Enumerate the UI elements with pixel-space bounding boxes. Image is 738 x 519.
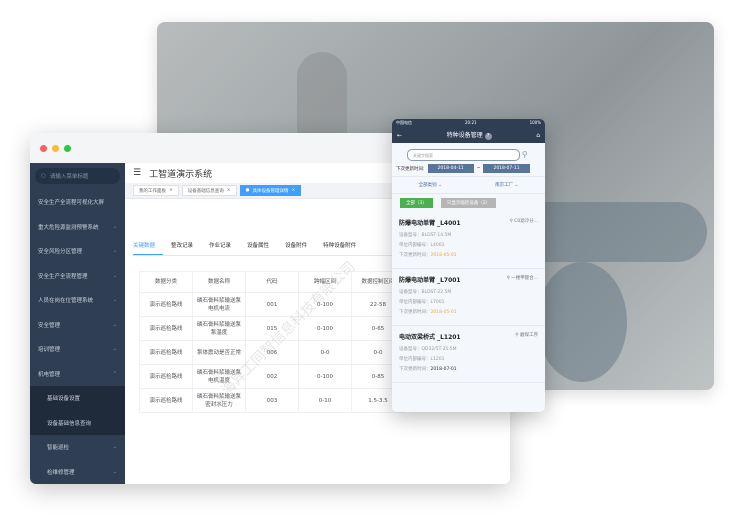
close-icon: × [169,188,173,193]
data-table: 数据分类 数据名称 代码 跨幅区间 数据控制区间 演示巡检路线 磷石膏料浆输送泵电机电流 0… [139,271,405,413]
menu-item[interactable]: 培训管理 ⌄ [38,346,117,354]
chevron-down-icon: ⌄ [112,321,117,328]
tab-work-records[interactable]: 作业记录 [209,243,232,249]
chevron-down-icon: ⌄ [112,223,117,230]
expiring-button[interactable]: 只显示临检设备（2） [440,198,497,208]
table-row: 演示巡检路线 磷石膏料浆输送泵电机温度 002 0-100 0-85 [139,364,405,389]
chevron-down-icon: ⌄ [112,346,117,353]
hamburger-icon[interactable]: ☰ [133,168,142,178]
search-icon: ○ [41,173,46,179]
chevron-up-icon: ⌃ [112,370,117,377]
table-row: 演示巡检路线 磷石膏料浆输送泵泵温度 015 0-100 0-65 [139,316,405,341]
chevron-down-icon: ⌄ [112,248,117,255]
mobile-navbar: ← 特种设备管理 ? ⌂ [392,127,545,143]
help-icon[interactable]: ? [484,133,492,140]
app-title: 工智道演示系统 [149,169,213,180]
location-icon: ⚲ [515,333,519,338]
menu-search-input[interactable]: ○ 请输入菜单标题 [35,168,120,184]
close-icon: × [226,188,231,193]
menu-item[interactable]: 人员在岗在位管理系统 ⌄ [38,297,117,305]
table-row: 演示巡检路线 磷石膏料浆输送泵密封水压力 003 0-10 1.5-3.5 [139,388,405,413]
date-from[interactable]: 2018-04-11 [427,164,474,173]
all-button[interactable]: 全部（3） [400,198,433,208]
tab-rectification[interactable]: 整改记录 [171,243,194,249]
menu-item[interactable]: 安全生产全流程管理 ⌄ [38,272,117,280]
mobile-search-input[interactable]: 关键字搜索 [407,149,520,161]
tab-attachments[interactable]: 设备附件 [285,243,308,249]
mobile-screen: 中国电信 20:21 100% ← 特种设备管理 ? ⌂ 关键字搜索 ⚲ 下次更新时… [392,119,545,412]
mobile-title: 特种设备管理 [446,132,483,139]
page-tab[interactable]: 我的工作面板 × [133,185,179,196]
equipment-card[interactable]: 防爆电动单臂 _L7001 ⚲ 一楼甲醛合... 设备型号：BLDST-22.5M… [392,269,545,326]
submenu-item[interactable]: 检维修管理 ⌄ [47,468,117,476]
location-icon: ⚲ [506,276,510,281]
close-icon: × [291,188,296,193]
minimize-dot[interactable] [52,144,59,152]
status-bar: 中国电信 20:21 100% [392,119,545,127]
menu-item[interactable]: 安全管理 ⌄ [38,321,117,329]
menu-item[interactable]: 机电管理 ⌃ [38,370,117,378]
chevron-down-icon: ⌄ [112,444,117,451]
equipment-card[interactable]: 防爆电动单臂 _L4001 ⚲ C0滤冷分... 设备型号：BLDST-14.5M… [392,212,545,269]
page-tab-active[interactable]: ● 具体设备管理详情 × [239,185,302,196]
chevron-down-icon: ⌄ [112,468,117,475]
tab-key-data[interactable]: 关键数据 [133,241,164,255]
back-arrow-icon[interactable]: ← [397,131,403,139]
chevron-down-icon: ⌄ [112,297,117,304]
equipment-card[interactable]: 电动双梁桥式 _L1201 ⚲ 磨煤工序 设备型号：QD32/5T-25.5M 单… [392,326,545,383]
content-tabs: 关键数据 整改记录 作业记录 设备属性 设备附件 特种设备附件 [133,241,510,256]
chevron-down-icon: ⌄ [112,272,117,279]
close-dot[interactable] [40,144,47,152]
factory-filter[interactable]: 南京工厂 ⌄ [495,183,519,188]
table-row: 演示巡检路线 磷石膏料浆输送泵电机电流 001 0-100 22-58 [139,292,405,317]
submenu-item[interactable]: 基础设备设置 [30,386,125,411]
menu-item[interactable]: 安全风险分区管理 ⌄ [38,248,117,256]
menu-item[interactable]: 安全生产全流程可视化大屏 [38,200,105,207]
submenu-item[interactable]: 智能巡检 ⌄ [47,444,117,452]
search-icon[interactable]: ⚲ [521,150,528,159]
home-icon[interactable]: ⌂ [536,131,540,139]
tab-attributes[interactable]: 设备属性 [247,243,270,249]
location-icon: ⚲ [509,219,513,224]
table-row: 演示巡检路线 泵体震动是否正常 006 0-0 0-0 [139,340,405,365]
category-filter[interactable]: 全部类别 ⌄ [418,183,442,188]
menu-item[interactable]: 重大危险源监测预警系统 ⌄ [38,223,117,231]
tab-special-attachments[interactable]: 特种设备附件 [323,243,357,249]
submenu-item[interactable]: 设备基础信息查询 [30,410,125,435]
page-tab[interactable]: 设备基础信息查询 × [181,185,237,196]
maximize-dot[interactable] [64,144,71,152]
sidebar: ○ 请输入菜单标题 安全生产全流程可视化大屏 重大危险源监测预警系统 ⌄ 安全风险分… [30,163,125,484]
date-to[interactable]: 2018-07-11 [483,164,530,173]
